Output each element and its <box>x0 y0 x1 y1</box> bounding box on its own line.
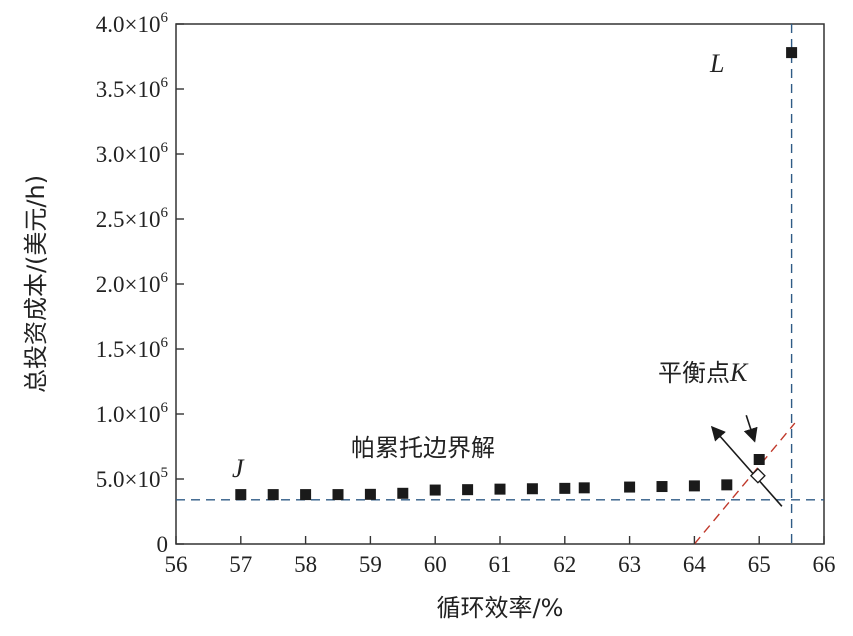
y-tick-label: 2.0×106 <box>96 270 169 297</box>
y-tick-label: 0 <box>157 532 169 557</box>
pareto-point <box>397 487 409 499</box>
x-tick-label: 59 <box>359 552 382 577</box>
x-tick-label: 60 <box>424 552 447 577</box>
equilibrium-k-label: 平衡点K <box>658 358 749 387</box>
pareto-point <box>494 483 506 495</box>
pareto-frontier-label: 帕累托边界解 <box>351 434 495 462</box>
pareto-point <box>364 488 376 500</box>
pareto-point <box>656 481 668 493</box>
x-axis-ticks: 56 57 58 59 60 61 62 63 64 65 66 <box>165 536 836 577</box>
k-pointer-arrow <box>743 415 758 443</box>
x-axis-title: 循环效率/% <box>437 594 564 622</box>
y-tick-label: 4.0×106 <box>96 10 169 37</box>
pareto-point <box>559 482 571 494</box>
pareto-point <box>688 480 700 492</box>
x-tick-label: 65 <box>748 552 771 577</box>
equilibrium-k-label-text: 平衡点 <box>658 359 730 387</box>
point-j-label: J <box>232 454 245 483</box>
y-tick-label: 3.5×106 <box>96 75 169 102</box>
pareto-point <box>721 479 733 491</box>
point-l-label: L <box>709 49 724 78</box>
pareto-point <box>300 489 312 501</box>
pareto-point <box>624 481 636 493</box>
diagonal-reference-line <box>693 422 796 545</box>
arrows <box>710 415 783 507</box>
y-tick-label: 3.0×106 <box>96 140 169 167</box>
pareto-point <box>786 47 798 59</box>
pareto-point <box>235 489 247 501</box>
y-tick-label: 2.5×106 <box>96 205 169 232</box>
y-axis-ticks: 0 5.0×105 1.0×106 1.5×106 2.0×106 2.5×106 3.0×… <box>96 10 184 557</box>
pareto-points <box>235 47 798 501</box>
y-tick-label: 5.0×105 <box>96 465 168 492</box>
x-tick-label: 66 <box>813 552 836 577</box>
pareto-point <box>462 484 474 496</box>
x-tick-label: 56 <box>165 552 188 577</box>
pareto-point <box>429 484 441 496</box>
x-tick-label: 57 <box>229 552 252 577</box>
pareto-point <box>578 482 590 494</box>
y-tick-label: 1.0×106 <box>96 400 169 427</box>
reference-lines <box>176 24 824 545</box>
pareto-point <box>332 489 344 501</box>
x-tick-label: 63 <box>618 552 641 577</box>
x-tick-label: 61 <box>489 552 512 577</box>
x-tick-label: 58 <box>294 552 317 577</box>
pareto-point <box>267 489 279 501</box>
plot-frame <box>175 23 825 545</box>
y-axis-title: 总投资成本/(美元/h) <box>22 175 50 393</box>
equilibrium-point-k <box>749 467 766 484</box>
pareto-point <box>526 483 538 495</box>
y-tick-label: 1.5×106 <box>96 335 169 362</box>
ideal-direction-arrow <box>710 425 783 507</box>
x-tick-label: 64 <box>683 552 707 577</box>
x-tick-label: 62 <box>553 552 576 577</box>
pareto-point <box>753 454 765 465</box>
equilibrium-k-label-letter: K <box>729 358 749 387</box>
